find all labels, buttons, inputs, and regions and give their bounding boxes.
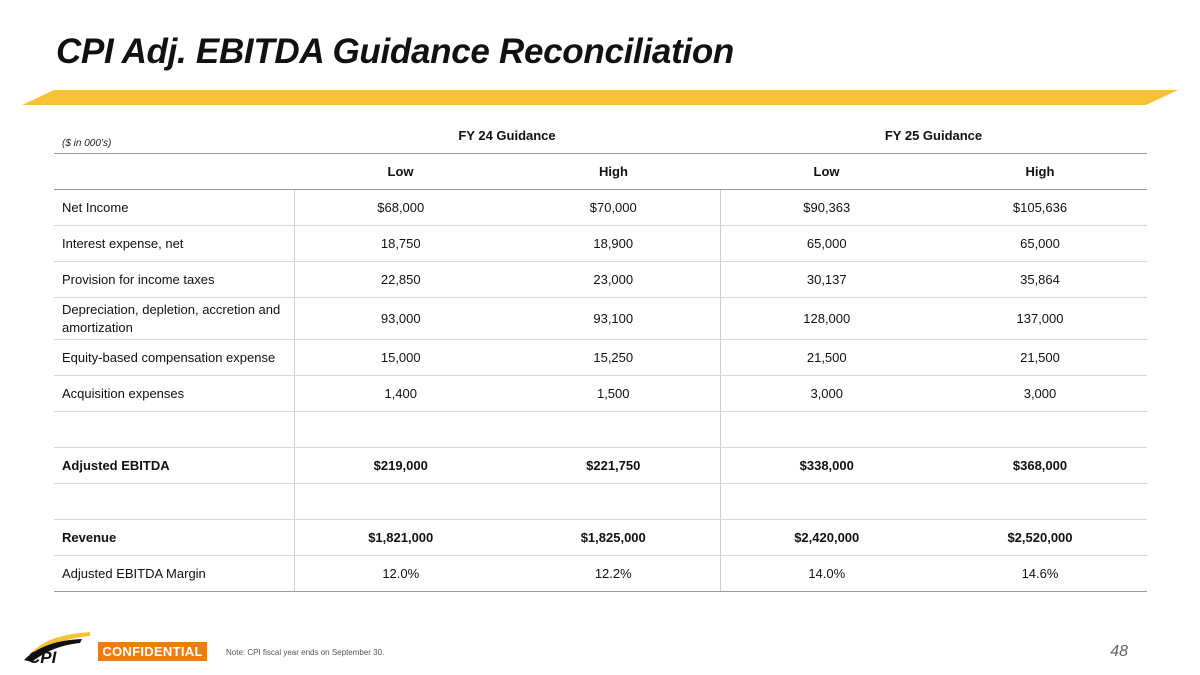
row-label: Adjusted EBITDA [54,447,294,484]
cell-fy25-low: 30,137 [719,261,933,298]
cell-fy24-high: $221,750 [507,447,720,484]
cell-fy25-high: $105,636 [933,189,1147,226]
cell-fy25-high: 14.6% [933,555,1147,592]
cell-fy25-high: 137,000 [933,297,1147,340]
cell-fy25-high: 35,864 [933,261,1147,298]
table-row-acquisition: Acquisition expenses 1,400 1,500 3,000 3… [54,375,1147,412]
cell-fy25-high: 21,500 [933,339,1147,376]
table-row-income-taxes: Provision for income taxes 22,850 23,000… [54,261,1147,298]
sub-header-fy25-high: High [933,153,1147,190]
cpi-logo: CPI [24,632,90,664]
cell-fy24-high: 23,000 [507,261,720,298]
table-row-depreciation: Depreciation, depletion, accretion and a… [54,297,1147,340]
table-row-spacer [54,483,1147,520]
logo-text: CPI [28,648,58,664]
cell-fy24-low: 1,400 [293,375,507,412]
cell-fy24-low: $1,821,000 [293,519,507,556]
table-row-net-income: Net Income $68,000 $70,000 $90,363 $105,… [54,189,1147,226]
cell-fy24-high: 15,250 [507,339,720,376]
table-row-ebitda-margin: Adjusted EBITDA Margin 12.0% 12.2% 14.0%… [54,555,1147,592]
row-label: Revenue [54,519,294,556]
cell-fy25-high: $368,000 [933,447,1147,484]
cell-fy25-low: 21,500 [719,339,933,376]
table-row-spacer [54,411,1147,448]
row-label: Acquisition expenses [54,375,294,412]
cell-empty [507,483,720,520]
cell-empty [293,483,507,520]
cell-fy24-low: $219,000 [293,447,507,484]
cell-fy25-high: 3,000 [933,375,1147,412]
table-row-adjusted-ebitda: Adjusted EBITDA $219,000 $221,750 $338,0… [54,447,1147,484]
sub-header-fy24-high: High [507,153,720,190]
footnote: Note: CPI fiscal year ends on September … [226,648,385,657]
cell-fy24-low: 15,000 [293,339,507,376]
table-row-equity-comp: Equity-based compensation expense 15,000… [54,339,1147,376]
cell-fy25-high: 65,000 [933,225,1147,262]
cell-empty [933,483,1147,520]
cell-fy24-low: $68,000 [293,189,507,226]
cell-fy25-low: $338,000 [719,447,933,484]
table-row-revenue: Revenue $1,821,000 $1,825,000 $2,420,000… [54,519,1147,556]
reconciliation-table: Low High Low High Net Income $68,000 $70… [54,153,1147,592]
page-number: 48 [1110,643,1128,660]
cell-fy25-low: 128,000 [719,297,933,340]
cell-empty [719,411,933,448]
sub-header-fy24-low: Low [294,153,507,190]
cell-fy24-high: 12.2% [507,555,720,592]
units-note: ($ in 000’s) [62,138,112,149]
cell-fy25-high: $2,520,000 [933,519,1147,556]
row-label: Depreciation, depletion, accretion and a… [54,297,294,340]
confidential-badge: CONFIDENTIAL [98,642,207,661]
group-header-fy24: FY 24 Guidance [458,128,556,143]
cell-fy25-low: 65,000 [719,225,933,262]
cell-fy24-high: $70,000 [507,189,720,226]
row-label: Adjusted EBITDA Margin [54,555,294,592]
row-label [54,411,294,448]
cell-fy24-low: 22,850 [293,261,507,298]
cell-empty [933,411,1147,448]
cell-fy24-low: 18,750 [293,225,507,262]
cell-empty [719,483,933,520]
table-row-interest-expense: Interest expense, net 18,750 18,900 65,0… [54,225,1147,262]
accent-bar [22,90,1178,105]
cell-fy24-high: 93,100 [507,297,720,340]
group-header-fy25: FY 25 Guidance [884,128,983,143]
slide-title: CPI Adj. EBITDA Guidance Reconciliation [56,32,735,71]
cell-empty [507,411,720,448]
row-label: Equity-based compensation expense [54,339,294,376]
cell-fy24-high: $1,825,000 [507,519,720,556]
sub-header-fy25-low: Low [720,153,933,190]
cell-fy24-high: 1,500 [507,375,720,412]
row-label: Net Income [54,189,294,226]
row-label [54,483,294,520]
cell-fy25-low: 3,000 [719,375,933,412]
row-label: Interest expense, net [54,225,294,262]
cell-fy24-high: 18,900 [507,225,720,262]
sub-header-row: Low High Low High [54,153,1147,190]
cell-fy25-low: $2,420,000 [719,519,933,556]
cell-fy25-low: $90,363 [719,189,933,226]
cell-fy25-low: 14.0% [719,555,933,592]
row-label: Provision for income taxes [54,261,294,298]
cell-fy24-low: 12.0% [293,555,507,592]
cell-empty [293,411,507,448]
cell-fy24-low: 93,000 [293,297,507,340]
sub-header-empty [54,153,294,190]
